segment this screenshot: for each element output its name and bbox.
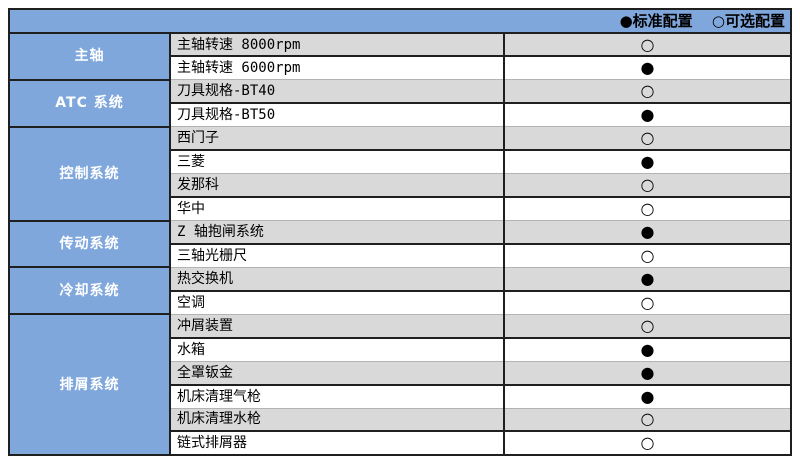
item-label: 三菱 <box>169 150 505 175</box>
standard-circle-icon: ● <box>504 267 793 292</box>
standard-circle-icon: ● <box>504 150 793 175</box>
table-row: 发那科 ○ <box>9 173 793 199</box>
category-cell-spindle: 主轴 <box>8 32 171 81</box>
table-row: 刀具规格-BT50 ● <box>9 103 793 128</box>
item-label: 机床清理水枪 <box>169 408 505 433</box>
item-label: 冲屑装置 <box>169 314 505 339</box>
item-label: 热交换机 <box>169 267 505 292</box>
legend: ●标准配置 ○可选配置 <box>7 8 793 34</box>
legend-standard-label: ●标准配置 <box>619 11 693 30</box>
item-label: 主轴转速 8000rpm <box>169 33 505 58</box>
item-label: 发那科 <box>169 173 505 199</box>
category-cell-control: 控制系统 <box>8 125 171 222</box>
item-label: 主轴转速 6000rpm <box>169 56 505 81</box>
standard-circle-icon: ● <box>504 337 793 362</box>
standard-circle-icon: ● <box>504 361 793 386</box>
item-label: 空调 <box>169 290 505 315</box>
table-row: 三菱 ● <box>9 150 793 175</box>
optional-circle-icon: ○ <box>504 290 793 315</box>
item-label: 链式排屑器 <box>169 431 505 456</box>
item-label: 水箱 <box>169 337 505 362</box>
table-row: ATC 系统 刀具规格-BT40 ○ <box>8 78 793 128</box>
table-row: 空调 ○ <box>9 290 793 315</box>
item-label: 刀具规格-BT40 <box>169 79 505 105</box>
table-row: 控制系统 西门子 ○ <box>8 125 793 222</box>
machine-config-table: ●标准配置 ○可选配置 主轴 主轴转速 8000rpm ○ 主轴转速 6000r… <box>7 8 793 456</box>
legend-optional-label: ○可选配置 <box>711 11 786 30</box>
item-label: Z 轴抱闸系统 <box>169 220 505 245</box>
optional-circle-icon: ○ <box>504 173 793 199</box>
standard-circle-icon: ● <box>504 384 793 409</box>
table-row: 全罩钣金 ● <box>9 361 793 386</box>
item-label: 机床清理气枪 <box>169 384 505 409</box>
table-row: 传动系统 Z 轴抱闸系统 ● <box>8 219 793 269</box>
item-label: 全罩钣金 <box>169 361 505 386</box>
table-row: 链式排屑器 ○ <box>9 431 793 456</box>
category-cell-transmission: 传动系统 <box>8 219 171 269</box>
table-row: 三轴光栅尺 ○ <box>9 243 793 268</box>
table-row: 冷却系统 热交换机 ● <box>8 266 793 316</box>
optional-circle-icon: ○ <box>504 243 793 268</box>
standard-circle-icon: ● <box>504 56 793 81</box>
standard-circle-icon: ● <box>504 103 793 128</box>
table-row: 主轴 主轴转速 8000rpm ○ <box>8 32 793 81</box>
table-row: 机床清理水枪 ○ <box>9 408 793 433</box>
optional-circle-icon: ○ <box>504 431 793 456</box>
item-label: 华中 <box>169 197 505 222</box>
table-row: 华中 ○ <box>9 197 793 222</box>
standard-circle-icon: ● <box>504 220 793 245</box>
optional-circle-icon: ○ <box>504 126 793 152</box>
table-row: 排屑系统 冲屑装置 ○ <box>8 313 793 456</box>
table-row: 机床清理气枪 ● <box>9 384 793 409</box>
table-row: 主轴转速 6000rpm ● <box>9 56 793 81</box>
optional-circle-icon: ○ <box>504 33 793 58</box>
category-cell-chip-removal: 排屑系统 <box>8 313 171 456</box>
optional-circle-icon: ○ <box>504 197 793 222</box>
optional-circle-icon: ○ <box>504 314 793 339</box>
legend-row: ●标准配置 ○可选配置 <box>7 8 793 34</box>
category-cell-atc: ATC 系统 <box>8 78 171 128</box>
optional-circle-icon: ○ <box>504 79 793 105</box>
table-row: 水箱 ● <box>9 337 793 362</box>
optional-circle-icon: ○ <box>504 408 793 433</box>
item-label: 刀具规格-BT50 <box>169 103 505 128</box>
item-label: 三轴光栅尺 <box>169 243 505 268</box>
item-label: 西门子 <box>169 126 505 152</box>
category-cell-cooling: 冷却系统 <box>8 266 171 316</box>
